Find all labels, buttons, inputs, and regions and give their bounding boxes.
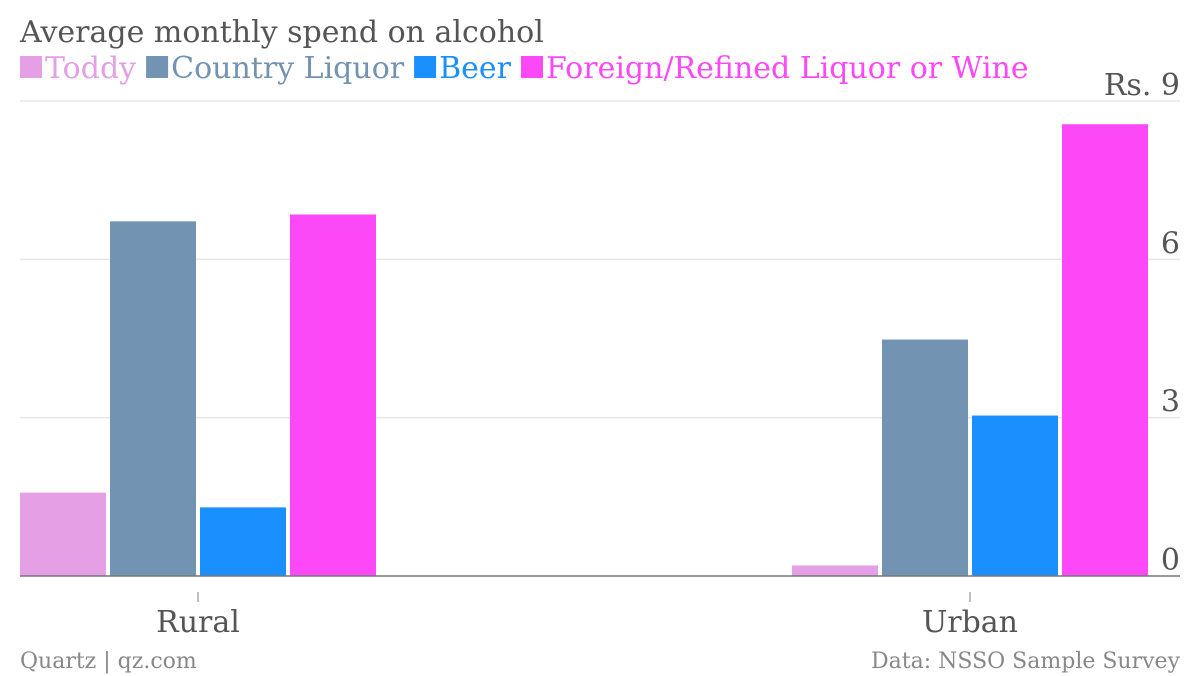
bar-urban-beer [972, 415, 1058, 576]
bar-rural-toddy [20, 492, 106, 576]
legend-label-toddy: Toddy [45, 51, 136, 86]
chart-title: Average monthly spend on alcohol [19, 15, 544, 50]
category-label-urban: Urban [922, 605, 1018, 640]
bar-urban-country-liquor [882, 339, 968, 576]
legend-label-beer: Beer [439, 51, 512, 86]
legend-label-country-liquor: Country Liquor [171, 51, 405, 86]
source-credit: Quartz | qz.com [20, 649, 197, 674]
bar-urban-foreign-refined-liquor-or-wine [1062, 124, 1148, 576]
y-tick-label-6: 6 [1161, 226, 1180, 261]
bar-rural-foreign-refined-liquor-or-wine [290, 214, 376, 576]
legend-swatch-beer [414, 56, 437, 78]
x-axis: Rural Urban [20, 575, 1180, 640]
bar-rural-country-liquor [110, 221, 196, 577]
y-tick-label-9: Rs. 9 [1104, 68, 1180, 103]
bars [20, 124, 1148, 577]
bar-urban-toddy [792, 565, 878, 576]
y-tick-label-3: 3 [1161, 385, 1180, 420]
category-label-rural: Rural [156, 605, 240, 640]
bar-rural-beer [200, 507, 286, 576]
data-source: Data: NSSO Sample Survey [871, 649, 1181, 674]
legend-label-foreign-refined-liquor-or-wine: Foreign/Refined Liquor or Wine [546, 51, 1029, 86]
legend-swatch-toddy [20, 56, 42, 78]
y-axis: Rs. 9 6 3 0 [1104, 68, 1180, 578]
y-tick-label-0: 0 [1161, 543, 1180, 578]
legend-swatch-foreign-refined-liquor-or-wine [521, 56, 543, 78]
legend-swatch-country-liquor [146, 56, 169, 78]
legend: Toddy Country Liquor Beer Foreign/Refined L… [20, 51, 1029, 86]
